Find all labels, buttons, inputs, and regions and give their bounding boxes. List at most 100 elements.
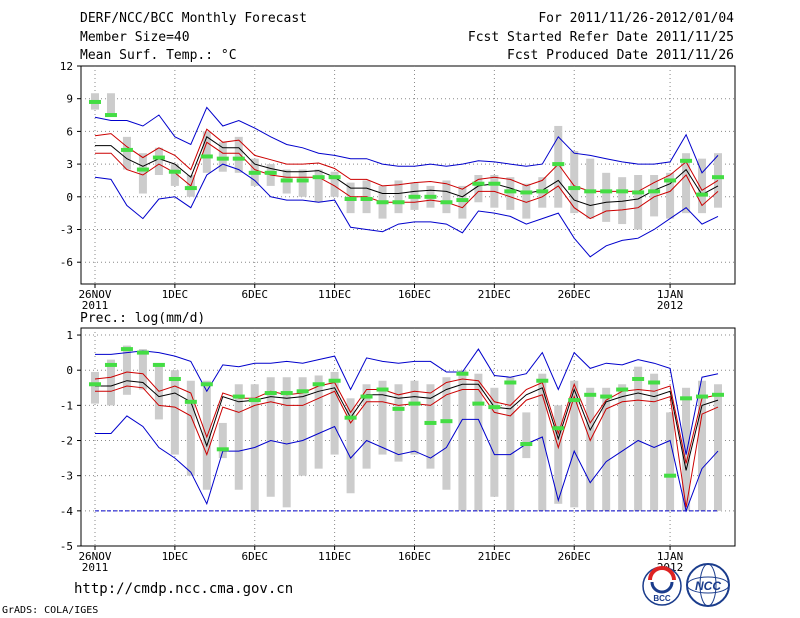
- x-tick-label: 1DEC: [162, 550, 189, 563]
- ensemble-box: [170, 164, 179, 186]
- top-panel-variable-label: Mean Surf. Temp.: °C: [80, 48, 237, 63]
- obs-marker: [600, 189, 613, 194]
- ensemble-box: [618, 177, 627, 225]
- obs-marker: [168, 169, 181, 174]
- obs-marker: [376, 200, 389, 205]
- obs-marker: [184, 186, 197, 191]
- ensemble-box: [122, 136, 131, 170]
- series-p10-line: [95, 141, 719, 220]
- x-tick-label: 1DEC: [162, 288, 189, 301]
- member-size-label: Member Size=40: [80, 30, 190, 45]
- x-tick-label: 1JAN: [657, 550, 684, 563]
- x-tick-label: 1JAN: [657, 288, 684, 301]
- ensemble-box: [474, 175, 483, 203]
- ensemble-box: [314, 169, 323, 203]
- obs-marker: [440, 200, 453, 205]
- obs-marker: [89, 382, 101, 387]
- obs-marker: [200, 154, 213, 159]
- plot-frame: [80, 327, 736, 547]
- ensemble-box: [570, 380, 579, 508]
- obs-marker: [376, 387, 389, 392]
- obs-marker: [552, 162, 565, 167]
- ensemble-box: [442, 377, 451, 490]
- ensemble-box: [698, 158, 707, 214]
- x-tick-label: 6DEC: [241, 288, 268, 301]
- y-tick-label: -6: [60, 256, 73, 269]
- obs-marker: [424, 420, 437, 425]
- obs-marker: [648, 189, 661, 194]
- obs-marker: [472, 401, 485, 406]
- ensemble-box: [522, 183, 531, 219]
- ensemble-box: [266, 377, 275, 497]
- obs-marker: [120, 147, 133, 152]
- obs-marker: [536, 189, 549, 194]
- obs-marker: [616, 189, 629, 194]
- ensemble-box: [602, 387, 611, 511]
- obs-marker: [360, 394, 373, 399]
- ensemble-box: [586, 387, 595, 511]
- ncc-logo: NCC: [686, 563, 730, 607]
- y-tick-label: -3: [60, 224, 73, 237]
- obs-marker: [488, 181, 501, 186]
- obs-marker: [296, 178, 309, 183]
- obs-marker: [408, 194, 421, 199]
- y-tick-label: 6: [66, 125, 73, 138]
- series-max-line: [95, 348, 719, 455]
- ensemble-box: [666, 172, 675, 219]
- ensemble-box: [538, 373, 547, 511]
- obs-marker: [696, 192, 709, 197]
- ensemble-box: [330, 171, 339, 197]
- x-tick-label: 11DEC: [318, 288, 351, 301]
- obs-marker: [568, 186, 581, 191]
- obs-marker: [89, 99, 101, 104]
- obs-marker: [232, 156, 245, 161]
- obs-marker: [472, 181, 485, 186]
- x-tick-label: 11DEC: [318, 550, 351, 563]
- ensemble-box: [426, 384, 435, 469]
- y-tick-label: 3: [66, 158, 73, 171]
- obs-marker: [248, 398, 261, 403]
- obs-marker: [216, 447, 229, 452]
- obs-marker: [104, 113, 117, 118]
- ensemble-box: [554, 125, 563, 208]
- obs-marker: [312, 382, 325, 387]
- y-tick-label: -2: [60, 435, 73, 448]
- y-tick-label: -5: [60, 540, 73, 553]
- obs-marker: [152, 155, 165, 160]
- ensemble-box: [330, 371, 339, 455]
- fcst-started-label: Fcst Started Refer Date 2011/11/25: [467, 30, 734, 45]
- obs-marker: [296, 389, 309, 394]
- obs-marker: [456, 371, 469, 376]
- obs-marker: [136, 167, 149, 172]
- y-tick-label: 12: [60, 60, 73, 73]
- obs-marker: [392, 406, 405, 411]
- ensemble-box: [378, 380, 387, 455]
- grads-credit: GrADS: COLA/IGES: [2, 605, 99, 616]
- ensemble-box: [202, 131, 211, 173]
- obs-marker: [328, 378, 341, 383]
- obs-marker: [664, 473, 677, 478]
- x-tick-label: 6DEC: [241, 550, 268, 563]
- obs-marker: [264, 170, 277, 175]
- ensemble-box: [170, 370, 179, 455]
- ensemble-box: [554, 405, 563, 504]
- bcc-logo: BCC: [642, 566, 682, 606]
- obs-marker: [552, 426, 565, 431]
- ensemble-box: [458, 370, 467, 511]
- obs-marker: [632, 376, 645, 381]
- series-p90-line: [94, 371, 719, 464]
- obs-marker: [280, 391, 293, 396]
- ensemble-box: [458, 185, 467, 219]
- ncc-logo-text: NCC: [695, 579, 721, 593]
- ensemble-box: [650, 373, 659, 511]
- source-url[interactable]: http://cmdp.ncc.cma.gov.cn: [74, 581, 294, 597]
- ensemble-box: [410, 380, 419, 455]
- ensemble-box: [570, 151, 579, 214]
- bottom-panel-variable-label: Prec.: log(mm/d): [80, 311, 206, 326]
- x-tick-label: 26DEC: [558, 550, 591, 563]
- y-tick-label: -4: [60, 505, 74, 518]
- obs-marker: [312, 175, 325, 180]
- obs-marker: [520, 442, 533, 447]
- obs-marker: [344, 196, 357, 201]
